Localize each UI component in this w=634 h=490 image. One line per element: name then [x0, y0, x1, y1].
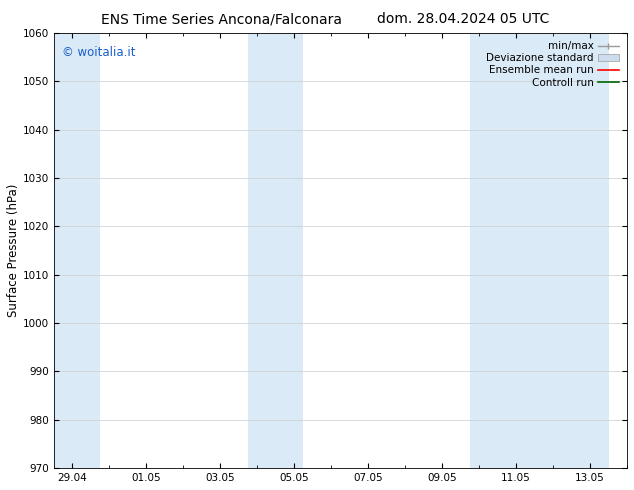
Legend: min/max, Deviazione standard, Ensemble mean run, Controll run: min/max, Deviazione standard, Ensemble m… [483, 38, 622, 91]
Text: dom. 28.04.2024 05 UTC: dom. 28.04.2024 05 UTC [377, 12, 549, 26]
Y-axis label: Surface Pressure (hPa): Surface Pressure (hPa) [7, 184, 20, 318]
Bar [54, 33, 100, 468]
Bar [248, 33, 304, 468]
Text: © woitalia.it: © woitalia.it [62, 46, 136, 59]
Text: ENS Time Series Ancona/Falconara: ENS Time Series Ancona/Falconara [101, 12, 342, 26]
Bar [470, 33, 609, 468]
